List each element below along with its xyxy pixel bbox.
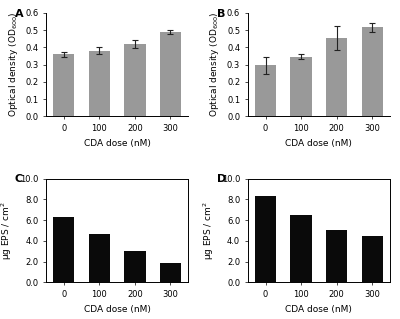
X-axis label: CDA dose (nM): CDA dose (nM) (84, 139, 150, 148)
Bar (255, 65, 276, 116)
Bar (124, 44, 146, 116)
Text: D: D (216, 174, 226, 184)
Y-axis label: µg EPS / cm$^{2}$: µg EPS / cm$^{2}$ (202, 201, 216, 260)
Bar (326, 38, 347, 116)
Bar (160, 32, 181, 116)
Bar (53, 54, 74, 116)
Y-axis label: µg EPS / cm$^{2}$: µg EPS / cm$^{2}$ (0, 201, 14, 260)
Bar (53, 217, 74, 282)
Bar (326, 230, 347, 282)
Bar (89, 51, 110, 116)
Bar (255, 196, 276, 282)
X-axis label: CDA dose (nM): CDA dose (nM) (286, 305, 352, 314)
Bar (160, 263, 181, 282)
Bar (124, 251, 146, 282)
X-axis label: CDA dose (nM): CDA dose (nM) (286, 139, 352, 148)
Text: C: C (15, 174, 23, 184)
Bar (290, 57, 312, 116)
Bar (290, 215, 312, 282)
Y-axis label: Optical density (OD$_{600}$): Optical density (OD$_{600}$) (208, 12, 222, 117)
Text: A: A (15, 9, 23, 19)
Text: B: B (216, 9, 225, 19)
X-axis label: CDA dose (nM): CDA dose (nM) (84, 305, 150, 314)
Bar (362, 236, 383, 282)
Bar (89, 234, 110, 282)
Y-axis label: Optical density (OD$_{600}$): Optical density (OD$_{600}$) (6, 12, 20, 117)
Bar (362, 27, 383, 116)
